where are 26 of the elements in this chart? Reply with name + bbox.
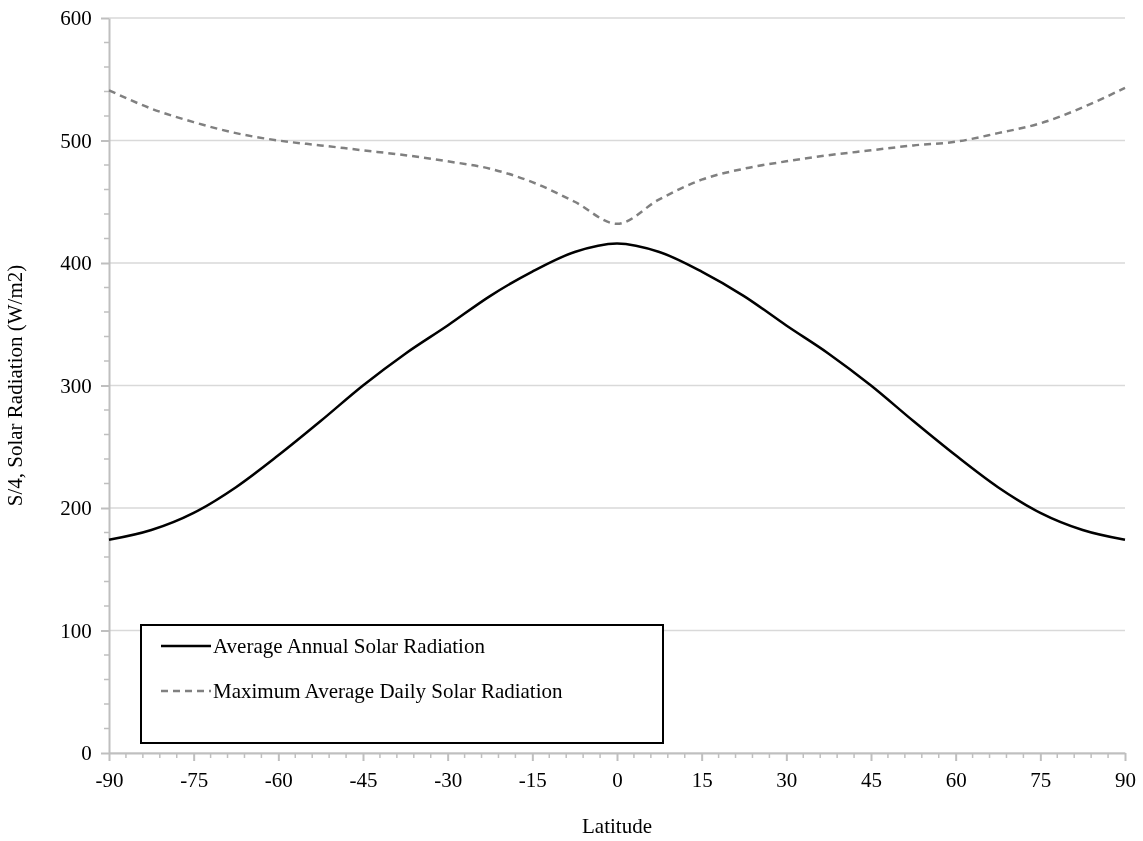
- x-tick-label: -60: [264, 768, 293, 793]
- x-tick-label: -45: [349, 768, 378, 793]
- y-tick-label: 0: [81, 741, 92, 766]
- line-series: [107, 242, 1127, 542]
- y-tick-label: 500: [60, 128, 92, 153]
- x-tick-label: 15: [691, 768, 713, 793]
- x-tick-label: -15: [518, 768, 547, 793]
- y-tick-label: 100: [60, 618, 92, 643]
- y-tick-label: 600: [60, 6, 92, 31]
- x-tick-label: -75: [180, 768, 209, 793]
- x-tick-label: 90: [1115, 768, 1136, 793]
- x-tick-label: 75: [1030, 768, 1052, 793]
- legend-label: Maximum Average Daily Solar Radiation: [213, 679, 564, 703]
- y-tick-label: 300: [60, 373, 92, 398]
- x-axis-title: Latitude: [582, 814, 652, 838]
- x-tick-label: 30: [776, 768, 798, 793]
- x-tick-label: 60: [945, 768, 967, 793]
- y-tick-label: 400: [60, 251, 92, 276]
- legend-label: Average Annual Solar Radiation: [213, 634, 486, 658]
- y-axis-title: S/4, Solar Radiation (W/m2): [3, 264, 27, 507]
- x-tick-label: -90: [95, 768, 124, 793]
- x-tick-label: 0: [612, 768, 623, 793]
- x-tick-label: 45: [861, 768, 882, 793]
- y-tick-label: 200: [60, 496, 92, 521]
- x-tick-label: -30: [434, 768, 463, 793]
- line-series: [107, 86, 1127, 226]
